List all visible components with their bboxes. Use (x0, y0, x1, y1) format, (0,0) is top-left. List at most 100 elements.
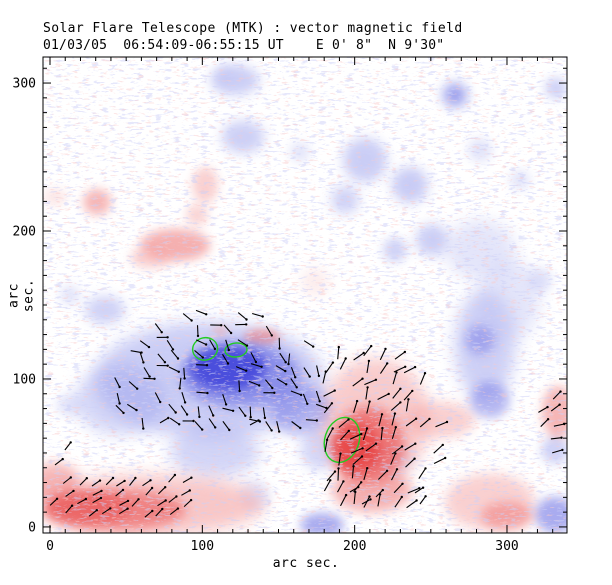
vector-segment (323, 480, 331, 492)
vector-head (285, 383, 288, 386)
vector-segment (262, 407, 266, 418)
vector-head (424, 495, 427, 498)
vector-head (69, 441, 72, 444)
vector-segment (393, 366, 406, 373)
vector-segment (265, 325, 273, 336)
vector-segment (92, 490, 102, 496)
vector-head (413, 457, 416, 460)
flare-contours (191, 336, 361, 464)
vector-segment (181, 392, 186, 403)
vector-segment (180, 405, 188, 415)
vector-segment (64, 442, 72, 451)
y-tick-label: 300 (13, 77, 36, 92)
vector-segment (179, 377, 182, 389)
vector-segment (325, 362, 334, 374)
vector-head (183, 377, 186, 380)
vector-head (183, 401, 187, 404)
vector-head (559, 390, 562, 393)
vector-head (331, 427, 334, 430)
vector-segment (391, 413, 396, 426)
vector-head (308, 375, 311, 378)
vector-segment (65, 490, 74, 497)
vector-head (294, 376, 297, 379)
vector-segment (405, 399, 409, 412)
vector-segment (166, 340, 174, 350)
vector-head (176, 357, 180, 360)
y-tick-label: 100 (13, 373, 36, 388)
vector-head (137, 498, 140, 501)
vector-head (61, 457, 64, 461)
vector-segment (338, 453, 342, 466)
vector-segment (326, 428, 334, 440)
vector-segment (366, 401, 371, 414)
green-contour (323, 416, 361, 464)
vector-segment (276, 421, 280, 432)
vector-head (226, 362, 230, 365)
vector-head (261, 315, 264, 318)
vector-head (295, 386, 298, 389)
vector-head (347, 418, 350, 421)
vector-segment (222, 407, 234, 412)
vector-segment (322, 371, 327, 384)
vector-head (365, 427, 369, 430)
vector-head (401, 482, 404, 485)
vector-segment (144, 510, 153, 518)
vector-head (192, 419, 195, 423)
vector-head (228, 428, 231, 432)
vector-head (205, 364, 209, 367)
vector-segment (54, 458, 64, 466)
vector-segment (154, 392, 161, 403)
vector-head (278, 347, 281, 350)
vector-head (368, 495, 371, 498)
vector-segment (316, 403, 327, 409)
vector-segment (419, 495, 427, 505)
vector-segment (290, 367, 296, 378)
vector-head (254, 360, 258, 364)
vector-segment (324, 439, 328, 452)
vector-head (368, 400, 371, 403)
vector-head (205, 313, 208, 316)
vector-head (385, 469, 389, 472)
vector-head (98, 479, 102, 482)
vector-segment (197, 406, 200, 417)
y-axis-label: arc sec. (6, 278, 37, 313)
vector-head (189, 498, 193, 502)
vector-head (220, 324, 223, 327)
vector-segment (553, 423, 565, 427)
vector-head (306, 402, 309, 405)
vector-segment (248, 380, 260, 386)
vector-head (395, 468, 399, 471)
vector-head (70, 504, 74, 507)
vector-head (404, 365, 407, 368)
x-tick-label: 100 (191, 539, 214, 554)
vector-head (198, 415, 201, 419)
vector-head (177, 370, 180, 373)
vector-head (325, 406, 328, 410)
vector-head (111, 476, 115, 480)
vector-head (411, 389, 414, 393)
vector-head (331, 361, 335, 364)
vector-head (196, 334, 200, 338)
vector-segment (323, 402, 333, 414)
x-axis-label: arc sec. (272, 556, 340, 571)
vector-segment (392, 388, 401, 399)
vector-head (171, 348, 175, 351)
vector-head (414, 417, 418, 420)
y-tick-label: 0 (28, 520, 36, 535)
vector-segment (435, 421, 448, 428)
vector-segment (101, 507, 111, 515)
vector-head (121, 488, 125, 492)
vector-segment (390, 401, 401, 411)
vector-segment (406, 500, 417, 509)
vector-head (381, 426, 384, 430)
vector-segment (208, 418, 216, 428)
vector-head (109, 507, 112, 510)
vector-segment (364, 379, 377, 386)
vector-segment (158, 486, 166, 495)
vector-head (206, 391, 209, 395)
vector-head (374, 378, 378, 381)
vector-segment (405, 458, 415, 468)
vector-head (224, 403, 228, 406)
vector-head (558, 403, 561, 406)
